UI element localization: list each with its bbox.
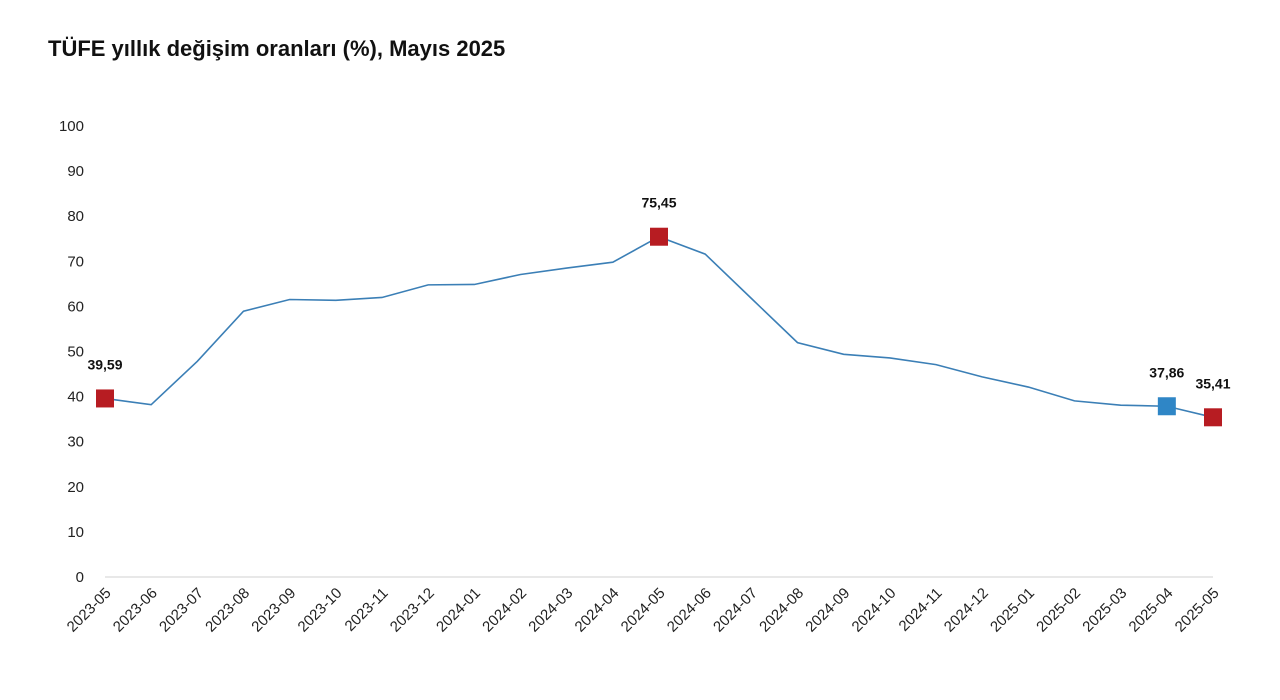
y-tick-label: 90 xyxy=(67,163,84,180)
data-point xyxy=(242,309,246,313)
chart-title: TÜFE yıllık değişim oranları (%), Mayıs … xyxy=(48,36,506,61)
data-point xyxy=(749,296,753,300)
data-point xyxy=(796,341,800,345)
data-point xyxy=(195,359,199,363)
x-tick-label: 2024-02 xyxy=(479,585,530,636)
x-tick-label: 2023-12 xyxy=(387,585,438,636)
y-tick-label: 30 xyxy=(67,434,84,451)
data-label: 37,86 xyxy=(1149,364,1184,380)
y-tick-label: 50 xyxy=(67,344,84,361)
x-tick-label: 2023-06 xyxy=(110,585,161,636)
x-tick-label: 2023-11 xyxy=(341,585,391,635)
data-label: 35,41 xyxy=(1195,375,1230,391)
y-tick-label: 0 xyxy=(76,569,84,586)
data-point xyxy=(611,260,615,264)
y-tick-label: 60 xyxy=(67,298,84,315)
x-tick-label: 2024-04 xyxy=(572,585,623,636)
y-tick-label: 10 xyxy=(67,524,84,541)
data-marker xyxy=(1204,408,1222,427)
data-point xyxy=(334,298,338,302)
data-point xyxy=(980,375,984,379)
data-point xyxy=(472,282,476,286)
y-tick-label: 100 xyxy=(59,118,84,135)
x-tick-label: 2023-10 xyxy=(295,585,346,636)
x-tick-label: 2025-05 xyxy=(1172,585,1223,636)
data-point xyxy=(380,295,384,299)
x-tick-label: 2024-01 xyxy=(433,585,484,636)
data-marker xyxy=(1157,397,1176,416)
y-tick-label: 20 xyxy=(67,479,84,496)
data-point xyxy=(888,356,892,360)
x-tick-label: 2025-02 xyxy=(1033,585,1084,636)
series-line xyxy=(104,235,1214,419)
data-point xyxy=(934,363,938,367)
x-tick-label: 2023-07 xyxy=(156,585,207,636)
x-tick-label: 2024-07 xyxy=(710,585,761,636)
y-tick-label: 40 xyxy=(67,389,84,406)
data-label: 39,59 xyxy=(87,356,122,372)
x-tick-label: 2023-08 xyxy=(202,585,253,636)
data-point xyxy=(1119,403,1123,407)
data-point xyxy=(149,403,153,407)
x-tick-label: 2025-01 xyxy=(987,585,1038,636)
data-marker xyxy=(650,227,668,246)
x-tick-label: 2024-10 xyxy=(849,585,900,636)
data-point xyxy=(288,297,292,301)
data-point xyxy=(842,352,846,356)
x-tick-label: 2024-12 xyxy=(941,585,992,636)
x-tick-label: 2023-09 xyxy=(248,585,299,636)
y-tick-label: 80 xyxy=(67,208,84,225)
data-point xyxy=(1073,399,1077,403)
y-tick-label: 70 xyxy=(67,253,84,270)
x-tick-label: 2025-04 xyxy=(1126,585,1177,636)
data-point xyxy=(519,273,523,277)
x-tick-label: 2024-03 xyxy=(525,585,576,636)
x-tick-label: 2024-06 xyxy=(664,585,715,636)
x-tick-label: 2024-09 xyxy=(802,585,853,636)
x-tick-label: 2024-08 xyxy=(756,585,807,636)
data-point xyxy=(1026,385,1030,389)
data-marker xyxy=(96,389,114,408)
x-tick-label: 2024-11 xyxy=(895,585,945,635)
data-point xyxy=(565,266,569,270)
x-tick-label: 2025-03 xyxy=(1079,585,1130,636)
x-tick-label: 2023-05 xyxy=(64,585,115,636)
data-point xyxy=(703,252,707,256)
data-point xyxy=(426,283,430,287)
x-tick-label: 2024-05 xyxy=(618,585,669,636)
data-label: 75,45 xyxy=(641,195,676,211)
